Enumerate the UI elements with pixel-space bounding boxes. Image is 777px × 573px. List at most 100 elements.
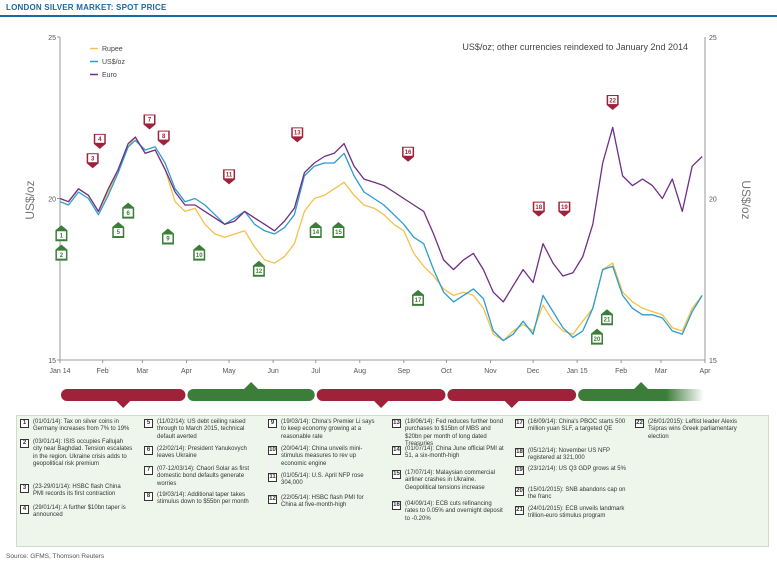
event-number-box: 6 — [144, 446, 153, 455]
event-marker-number: 3 — [91, 156, 95, 162]
event-item: 1 (01/01/14): Tax on silver coins in Germ… — [20, 419, 133, 434]
event-marker-number: 6 — [127, 211, 131, 217]
period-band-pointer — [116, 401, 131, 408]
series-line-rupee — [59, 136, 703, 342]
event-marker-box — [194, 250, 204, 259]
event-marker-number: 2 — [60, 253, 64, 259]
event-marker-8: 8 — [157, 130, 170, 146]
event-number-box: 10 — [268, 446, 277, 455]
event-text: (01/05/14): U.S. April NFP rose 304,000 — [281, 473, 364, 487]
x-tick-label: Apr — [700, 368, 712, 375]
event-marker-number: 10 — [196, 253, 203, 259]
y-axis-label-left: US$/oz — [23, 180, 37, 219]
event-item: 3 (23-29/01/14): HSBC flash China PMI rec… — [20, 484, 133, 499]
event-text: (17/07/14): Malaysian commercial airline… — [405, 470, 496, 491]
event-number-box: 16 — [392, 501, 401, 510]
event-marker-number: 4 — [98, 137, 102, 143]
event-number-box: 12 — [268, 495, 277, 504]
event-marker-18: 18 — [532, 201, 545, 217]
period-band — [578, 389, 704, 401]
period-band-pointer — [634, 382, 649, 389]
event-text: (03/01/14): ISIS occupies Fallujah city … — [33, 439, 133, 468]
event-marker-number: 13 — [294, 131, 301, 137]
event-text: (19/03/14): China's Premier Li says to k… — [281, 419, 375, 440]
x-tick-label: Aug — [354, 368, 367, 375]
event-item: 14 (01/07/14): China June official PMI at… — [392, 446, 505, 461]
source-note: Source: GFMS, Thomson Reuters — [6, 553, 105, 560]
x-tick-label: Feb — [615, 368, 627, 375]
event-text: (01/07/14): China June official PMI at 5… — [405, 446, 504, 460]
event-marker-number: 16 — [405, 150, 412, 156]
event-item: 8 (19/03/14): Additional taper takes stim… — [144, 492, 257, 507]
series-line-usoz — [59, 139, 703, 342]
event-marker-number: 22 — [609, 98, 616, 104]
event-marker-15: 15 — [332, 222, 345, 239]
event-item: 9 (19/03/14): China's Premier Li says to … — [268, 419, 381, 441]
event-text: (24/01/2015): ECB unveils landmark trill… — [528, 506, 625, 520]
y-tick-label-right: 25 — [709, 35, 717, 42]
event-item: 7 (07-12/03/14): Chaori Solar as first do… — [144, 466, 257, 488]
event-marker-22: 22 — [606, 95, 619, 111]
event-number-box: 3 — [20, 484, 29, 493]
event-marker-number: 8 — [162, 134, 166, 140]
event-number-box: 9 — [268, 419, 277, 428]
y-tick-label-left: 15 — [48, 358, 56, 365]
event-text: (22/05/14): HSBC flash PMI for China at … — [281, 495, 364, 509]
event-item: 5 (11/02/14): US debt ceiling raised thro… — [144, 419, 257, 441]
event-text: (20/04/14): China unveils mini-stimulus … — [281, 446, 363, 467]
event-item: 16 (04/09/14): ECB cuts refinancing rates… — [392, 501, 505, 523]
event-number-box: 21 — [515, 506, 524, 515]
event-item: 19 (23/12/14): US Q3 GDP grows at 5% — [515, 466, 628, 475]
event-marker-box — [254, 266, 264, 275]
event-number-box: 2 — [20, 439, 29, 448]
event-marker-box — [95, 134, 105, 143]
event-number-box: 17 — [515, 419, 524, 428]
event-marker-box — [602, 315, 612, 324]
y-axis-label-right: US$/oz — [739, 180, 753, 219]
event-number-box: 1 — [20, 419, 29, 428]
legend: Rupee US$/oz Euro — [90, 46, 125, 79]
event-text: (19/03/14): Additional taper takes stimu… — [157, 492, 249, 506]
event-marker-box — [592, 334, 602, 343]
event-marker-12: 12 — [252, 260, 265, 277]
event-marker-number: 19 — [561, 205, 568, 211]
x-tick-label: Jan 15 — [567, 368, 588, 375]
event-marker-box — [163, 234, 173, 243]
event-marker-7: 7 — [143, 114, 156, 130]
event-marker-box — [56, 250, 66, 259]
period-band-pointer — [244, 382, 259, 389]
event-text: (05/12/14): November US NFP registered a… — [528, 448, 610, 462]
event-marker-number: 17 — [415, 298, 422, 304]
event-text: (01/01/14): Tax on silver coins in Germa… — [33, 419, 130, 433]
y-tick-label-left: 25 — [48, 35, 56, 42]
event-text: (07-12/03/14): Chaori Solar as first dom… — [157, 466, 250, 487]
x-tick-label: Dec — [527, 368, 540, 375]
event-item: 15 (17/07/14): Malaysian commercial airli… — [392, 470, 505, 492]
event-number-box: 4 — [20, 505, 29, 514]
event-marker-box — [56, 231, 66, 240]
event-number-box: 19 — [515, 466, 524, 475]
chart-title: LONDON SILVER MARKET: SPOT PRICE — [6, 3, 167, 12]
x-tick-label: Sep — [398, 368, 411, 375]
event-marker-box — [403, 147, 413, 156]
event-marker-number: 1 — [60, 233, 64, 239]
x-tick-label: May — [222, 368, 236, 375]
title-divider — [0, 15, 777, 17]
event-marker-box — [224, 170, 234, 179]
y-tick-label-left: 20 — [48, 197, 56, 204]
x-tick-label: Mar — [655, 368, 668, 375]
event-number-box: 5 — [144, 419, 153, 428]
event-item: 6 (22/02/14): President Yanukovych leaves… — [144, 446, 257, 461]
event-list-panel: 1 (01/01/14): Tax on silver coins in Germ… — [16, 415, 769, 547]
event-marker-6: 6 — [122, 202, 135, 219]
x-tick-label: Apr — [181, 368, 193, 375]
event-marker-9: 9 — [161, 228, 174, 245]
event-marker-3: 3 — [86, 153, 99, 169]
event-text: (22/02/14): President Yanukovych leaves … — [157, 446, 247, 460]
event-number-box: 14 — [392, 446, 401, 455]
period-band — [187, 389, 315, 401]
event-marker-5: 5 — [112, 222, 125, 239]
